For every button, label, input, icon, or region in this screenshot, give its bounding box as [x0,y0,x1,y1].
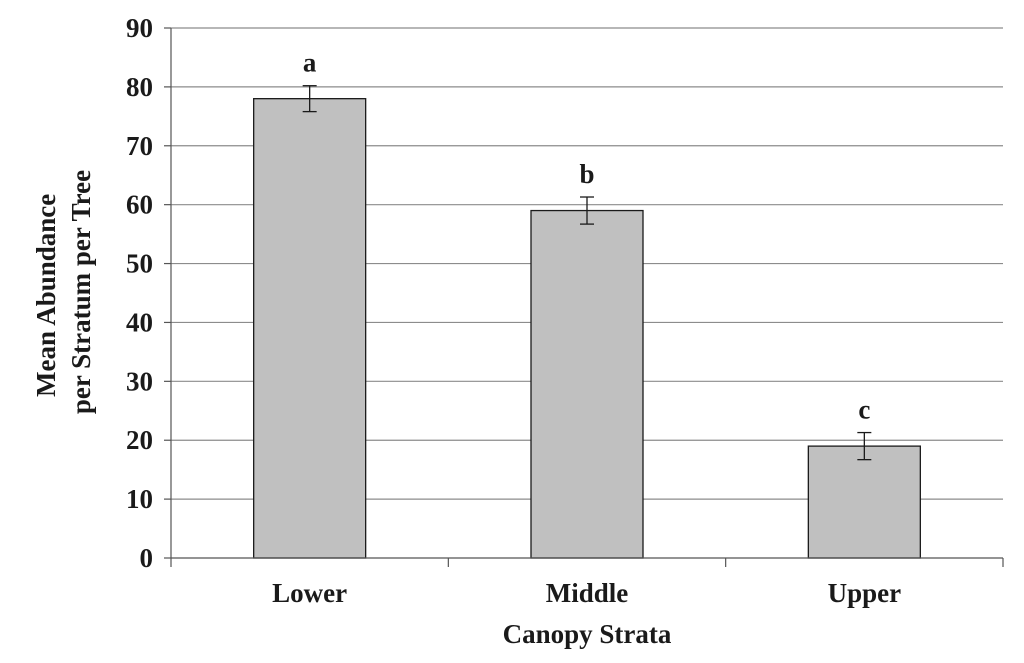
y-axis-title-line-1: Mean Abundance [31,194,61,397]
y-tick-label: 40 [126,307,153,337]
y-tick-label: 20 [126,425,153,455]
x-category-label-middle: Middle [546,578,629,608]
x-category-label-upper: Upper [828,578,902,608]
significance-letter-upper: c [858,395,870,425]
x-category-labels: Lower Middle Upper [272,578,901,608]
significance-letter-lower: a [303,48,317,78]
y-tick-label: 0 [140,543,154,573]
y-axis-title: Mean Abundance per Stratum per Tree [31,170,96,414]
y-tick-labels: 0 10 20 30 40 50 60 70 80 90 [126,13,153,573]
y-tick-label: 50 [126,249,153,279]
bar-lower [253,98,367,559]
y-tick-label: 80 [126,72,153,102]
significance-letter-middle: b [579,159,594,189]
error-bars [302,85,872,461]
y-axis-title-line-2: per Stratum per Tree [66,170,96,414]
y-tick-label: 90 [126,13,153,43]
y-tick-label: 60 [126,190,153,220]
bar-upper [807,445,921,559]
x-axis-title: Canopy Strata [503,619,672,649]
y-tick-label: 30 [126,366,153,396]
significance-letters: a b c [303,48,870,425]
x-category-label-lower: Lower [272,578,347,608]
bar-middle [530,209,644,559]
axes [164,27,1004,567]
y-tick-label: 10 [126,484,153,514]
y-tick-label: 70 [126,131,153,161]
bars [253,98,921,559]
